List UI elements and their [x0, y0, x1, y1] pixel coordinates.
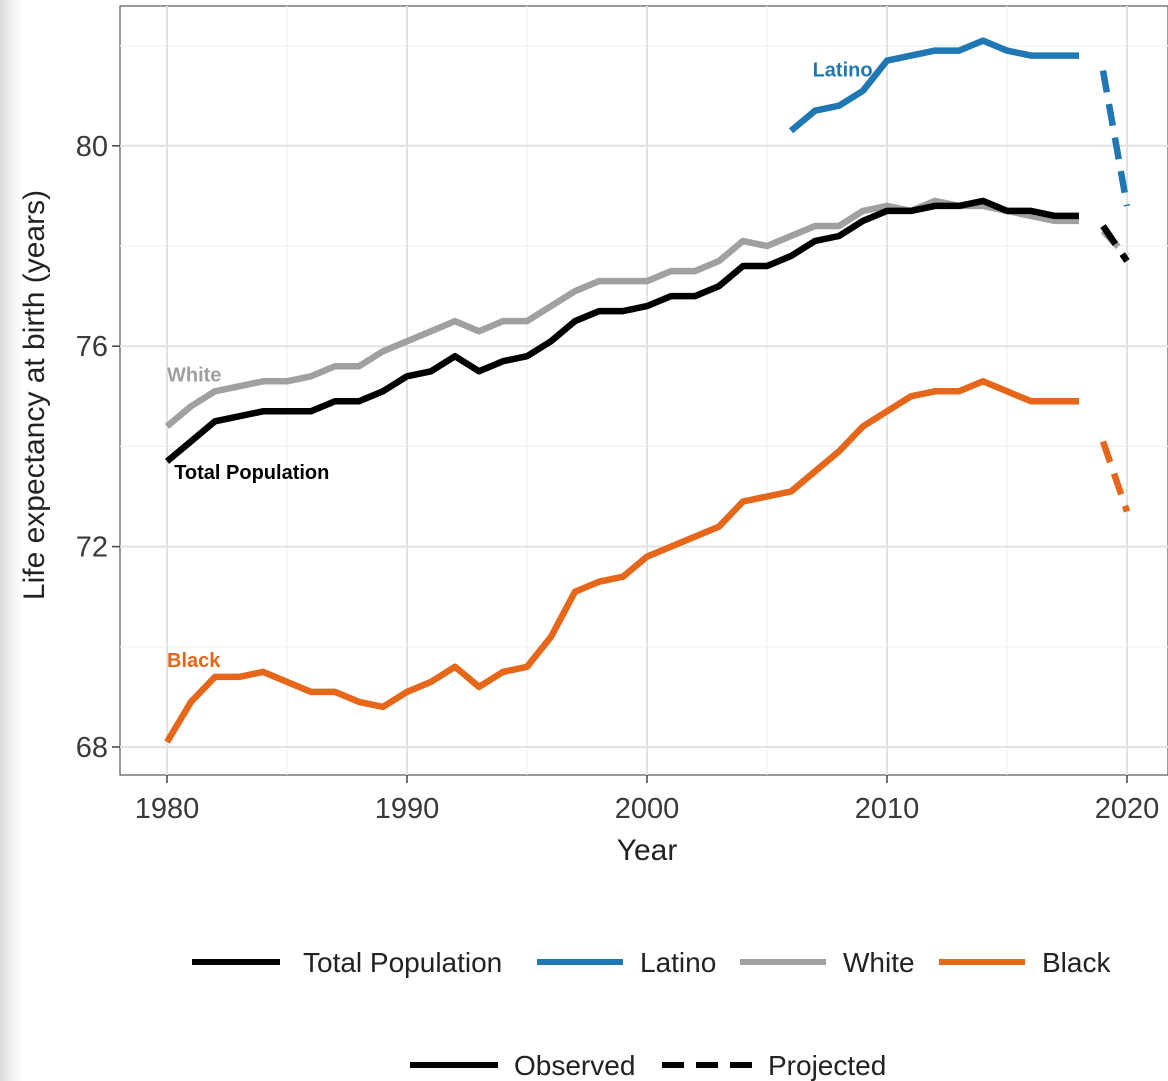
- total-population-observed-line: [164, 197, 1079, 464]
- x-tick-label: 1990: [375, 793, 440, 825]
- direct-labels: Total Population Latino White Black: [167, 60, 873, 672]
- black-projected-line: [1099, 440, 1131, 513]
- latino-direct-label: Latino: [813, 60, 873, 82]
- black-direct-label: Black: [167, 650, 221, 672]
- y-tick-label: 68: [76, 732, 108, 764]
- series-lines: [164, 37, 1131, 744]
- y-axis-title: Life expectancy at birth (years): [18, 190, 51, 600]
- legend-label-projected: Projected: [768, 1050, 886, 1081]
- legend-label-latino: Latino: [640, 947, 716, 978]
- x-axis-title: Year: [617, 834, 678, 867]
- x-tick-label: 2010: [855, 793, 920, 825]
- x-tick-label: 2000: [615, 793, 680, 825]
- latino-observed-line: [788, 37, 1079, 134]
- white-observed-line: [164, 197, 1079, 429]
- gridlines: [120, 6, 1168, 775]
- black-observed-line: [164, 378, 1079, 744]
- white-direct-label: White: [167, 364, 221, 386]
- legend: Total Population Latino White Black Observed…: [192, 947, 1111, 1081]
- total-population-projected-line: [1100, 224, 1130, 263]
- axes: 1980 1990 2000 2010 2020 68 72 76 80 Year Life exp…: [18, 131, 1159, 867]
- legend-label-black: Black: [1042, 947, 1111, 978]
- y-tick-label: 76: [76, 331, 108, 363]
- total-population-direct-label: Total Population: [174, 462, 329, 484]
- y-tick-label: 72: [76, 532, 108, 564]
- x-tick-label: 2020: [1095, 793, 1160, 825]
- latino-projected-line: [1099, 70, 1131, 207]
- legend-label-total-population: Total Population: [303, 947, 502, 978]
- x-tick-label: 1980: [135, 793, 200, 825]
- y-tick-label: 80: [76, 131, 108, 163]
- legend-label-observed: Observed: [514, 1050, 635, 1081]
- legend-label-white: White: [843, 947, 915, 978]
